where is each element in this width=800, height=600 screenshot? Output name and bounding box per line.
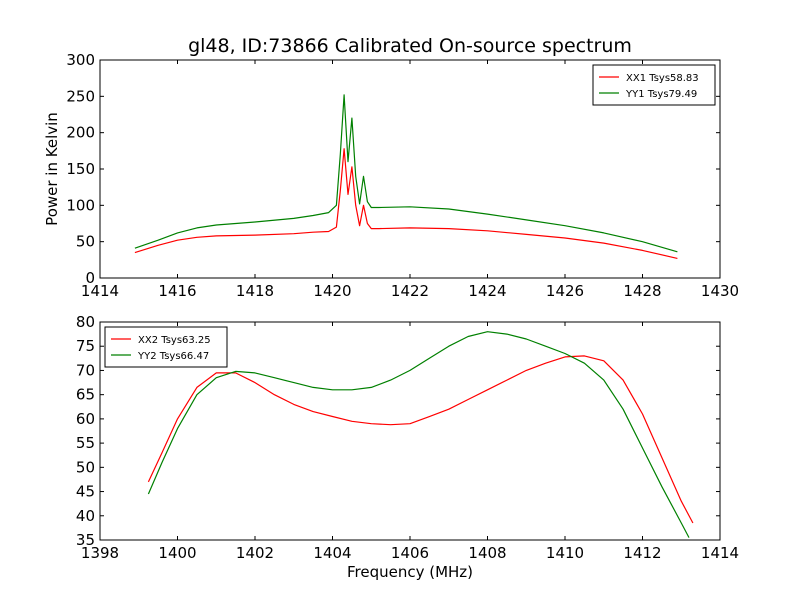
x-tick-label: 1412 bbox=[623, 544, 661, 562]
legend-label-2: YY1 Tsys79.49 bbox=[625, 89, 697, 100]
figure-title: gl48, ID:73866 Calibrated On-source spec… bbox=[188, 35, 632, 57]
series-line-1 bbox=[134, 148, 678, 259]
y-tick-label: 50 bbox=[76, 458, 95, 476]
legend-label-1: XX2 Tsys63.25 bbox=[138, 335, 211, 346]
y-tick-label: 65 bbox=[76, 386, 95, 404]
y-axis-label: Power in Kelvin bbox=[43, 112, 61, 226]
x-tick-label: 1408 bbox=[468, 544, 506, 562]
series-line-2 bbox=[134, 94, 678, 253]
y-tick-label: 70 bbox=[76, 361, 95, 379]
x-tick-label: 1418 bbox=[236, 282, 274, 300]
y-tick-label: 75 bbox=[76, 337, 95, 355]
x-tick-label: 1400 bbox=[158, 544, 196, 562]
series-line-2 bbox=[147, 331, 690, 538]
y-tick-label: 0 bbox=[85, 269, 95, 287]
x-tick-label: 1428 bbox=[623, 282, 661, 300]
legend-box bbox=[104, 326, 228, 368]
x-tick-label: 1424 bbox=[468, 282, 506, 300]
x-tick-label: 1422 bbox=[391, 282, 429, 300]
x-tick-label: 1410 bbox=[546, 544, 584, 562]
legend-label-1: XX1 Tsys58.83 bbox=[626, 73, 699, 84]
y-tick-label: 50 bbox=[76, 233, 95, 251]
x-tick-label: 1406 bbox=[391, 544, 429, 562]
x-tick-label: 1402 bbox=[236, 544, 274, 562]
y-tick-label: 200 bbox=[66, 124, 95, 142]
y-tick-label: 35 bbox=[76, 531, 95, 549]
y-tick-label: 300 bbox=[66, 51, 95, 69]
legend: XX2 Tsys63.25 YY2 Tsys66.47 bbox=[104, 326, 228, 368]
y-tick-label: 55 bbox=[76, 434, 95, 452]
y-tick-label: 250 bbox=[66, 87, 95, 105]
x-tick-label: 1414 bbox=[701, 544, 739, 562]
legend: XX1 Tsys58.83 YY1 Tsys79.49 bbox=[592, 64, 716, 106]
x-tick-label: 1430 bbox=[701, 282, 739, 300]
y-tick-label: 40 bbox=[76, 507, 95, 525]
chart-1: 1414 1416 1418 1420 1422 1424 1426 1428 1430 0 50 1… bbox=[43, 51, 739, 300]
y-tick-label: 150 bbox=[66, 160, 95, 178]
x-tick-label: 1416 bbox=[158, 282, 196, 300]
y-tick-label: 80 bbox=[76, 313, 95, 331]
x-tick-label: 1420 bbox=[313, 282, 351, 300]
y-tick-label: 100 bbox=[66, 196, 95, 214]
chart-2: 1398 1400 1402 1404 1406 1408 1410 1412 1414 35 40… bbox=[76, 313, 739, 581]
x-axis-label: Frequency (MHz) bbox=[347, 563, 473, 581]
legend-label-2: YY2 Tsys66.47 bbox=[137, 351, 209, 362]
x-tick-label: 1426 bbox=[546, 282, 584, 300]
x-tick-label: 1398 bbox=[81, 544, 119, 562]
y-tick-label: 60 bbox=[76, 410, 95, 428]
x-tick-label: 1404 bbox=[313, 544, 351, 562]
y-tick-label: 45 bbox=[76, 483, 95, 501]
legend-box bbox=[592, 64, 716, 106]
x-tick-label: 1414 bbox=[81, 282, 119, 300]
